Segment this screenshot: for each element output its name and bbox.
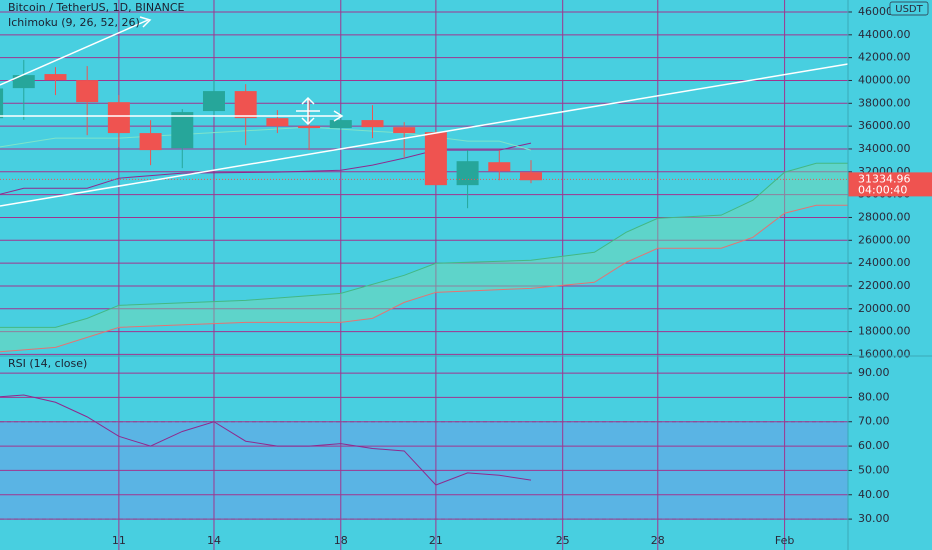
- y-tick-label: 20000.00: [858, 302, 911, 315]
- y-tick-label: 22000.00: [858, 279, 911, 292]
- candle-body: [424, 132, 447, 186]
- rsi-line: [0, 394, 532, 486]
- last-price-box: [848, 172, 932, 197]
- y-tick-label: 28000.00: [858, 210, 911, 223]
- trend-line: [0, 19, 149, 86]
- x-tick-label: 11: [112, 534, 126, 547]
- candle-body: [234, 91, 257, 119]
- y-tick-label: 70.00: [858, 415, 890, 428]
- ichimoku-line: [0, 204, 848, 353]
- symbol-title: Bitcoin / TetherUS, 1D, BINANCE: [8, 1, 185, 14]
- arrow-head: [333, 110, 344, 122]
- y-tick-label: 36000.00: [858, 119, 911, 132]
- y-tick-label: 60.00: [858, 439, 890, 452]
- x-tick-label: 21: [429, 534, 443, 547]
- x-tick-label: Feb: [775, 534, 794, 547]
- ichimoku-line: [0, 162, 848, 328]
- candle-body: [266, 118, 289, 127]
- cross-cursor: [301, 96, 315, 105]
- ichimoku-line: [0, 142, 532, 195]
- y-tick-label: 16000.00: [858, 347, 911, 360]
- y-tick-label: 90.00: [858, 366, 890, 379]
- x-tick-label: 14: [207, 534, 221, 547]
- candle-body: [393, 127, 416, 134]
- currency-box[interactable]: [889, 1, 929, 16]
- countdown: 04:00:40: [858, 183, 907, 196]
- candle-body: [361, 120, 384, 128]
- y-tick-label: 42000.00: [858, 51, 911, 64]
- candle-body: [519, 172, 542, 181]
- candle-body: [488, 162, 511, 172]
- x-tick-label: 18: [334, 534, 348, 547]
- cross-cursor: [301, 117, 315, 126]
- x-tick-label: 28: [651, 534, 665, 547]
- y-tick-label: 30.00: [858, 512, 890, 525]
- candle-body: [456, 161, 479, 186]
- y-tick-label: 38000.00: [858, 96, 911, 109]
- trend-line: [0, 63, 849, 207]
- indicator-title: Ichimoku (9, 26, 52, 26): [8, 16, 140, 29]
- candle-body: [44, 74, 67, 81]
- x-tick-label: 25: [556, 534, 570, 547]
- y-tick-label: 40000.00: [858, 73, 911, 86]
- y-tick-label: 26000.00: [858, 233, 911, 246]
- candle-body: [139, 133, 162, 151]
- y-tick-label: 80.00: [858, 390, 890, 403]
- candle-body: [76, 80, 99, 103]
- candle-body: [107, 102, 130, 134]
- currency[interactable]: USDT: [895, 4, 923, 15]
- candle-body: [298, 126, 321, 129]
- y-tick-label: 24000.00: [858, 256, 911, 269]
- rsi-title: RSI (14, close): [8, 357, 87, 370]
- candle-body: [329, 120, 352, 129]
- y-tick-label: 40.00: [858, 488, 890, 501]
- ichimoku-cloud: [0, 163, 848, 352]
- y-tick-label: 34000.00: [858, 142, 911, 155]
- ichimoku-line: [0, 126, 532, 151]
- arrow-head: [139, 16, 152, 28]
- y-tick-label: 50.00: [858, 463, 890, 476]
- candle-body: [202, 91, 225, 112]
- last-price-label: 31334.96: [858, 172, 911, 185]
- candle-body: [171, 112, 194, 149]
- drawings: [0, 16, 849, 207]
- candle-body: [0, 88, 4, 119]
- y-tick-label: 44000.00: [858, 28, 911, 41]
- candle-body: [12, 75, 35, 89]
- y-tick-label: 18000.00: [858, 325, 911, 338]
